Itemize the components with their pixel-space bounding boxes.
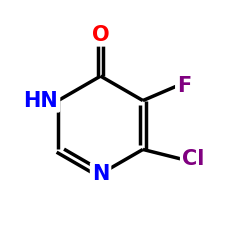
Text: N: N [92, 164, 109, 184]
Text: F: F [177, 76, 191, 96]
Text: O: O [92, 24, 109, 44]
Text: HN: HN [24, 90, 58, 110]
Text: Cl: Cl [182, 149, 204, 169]
